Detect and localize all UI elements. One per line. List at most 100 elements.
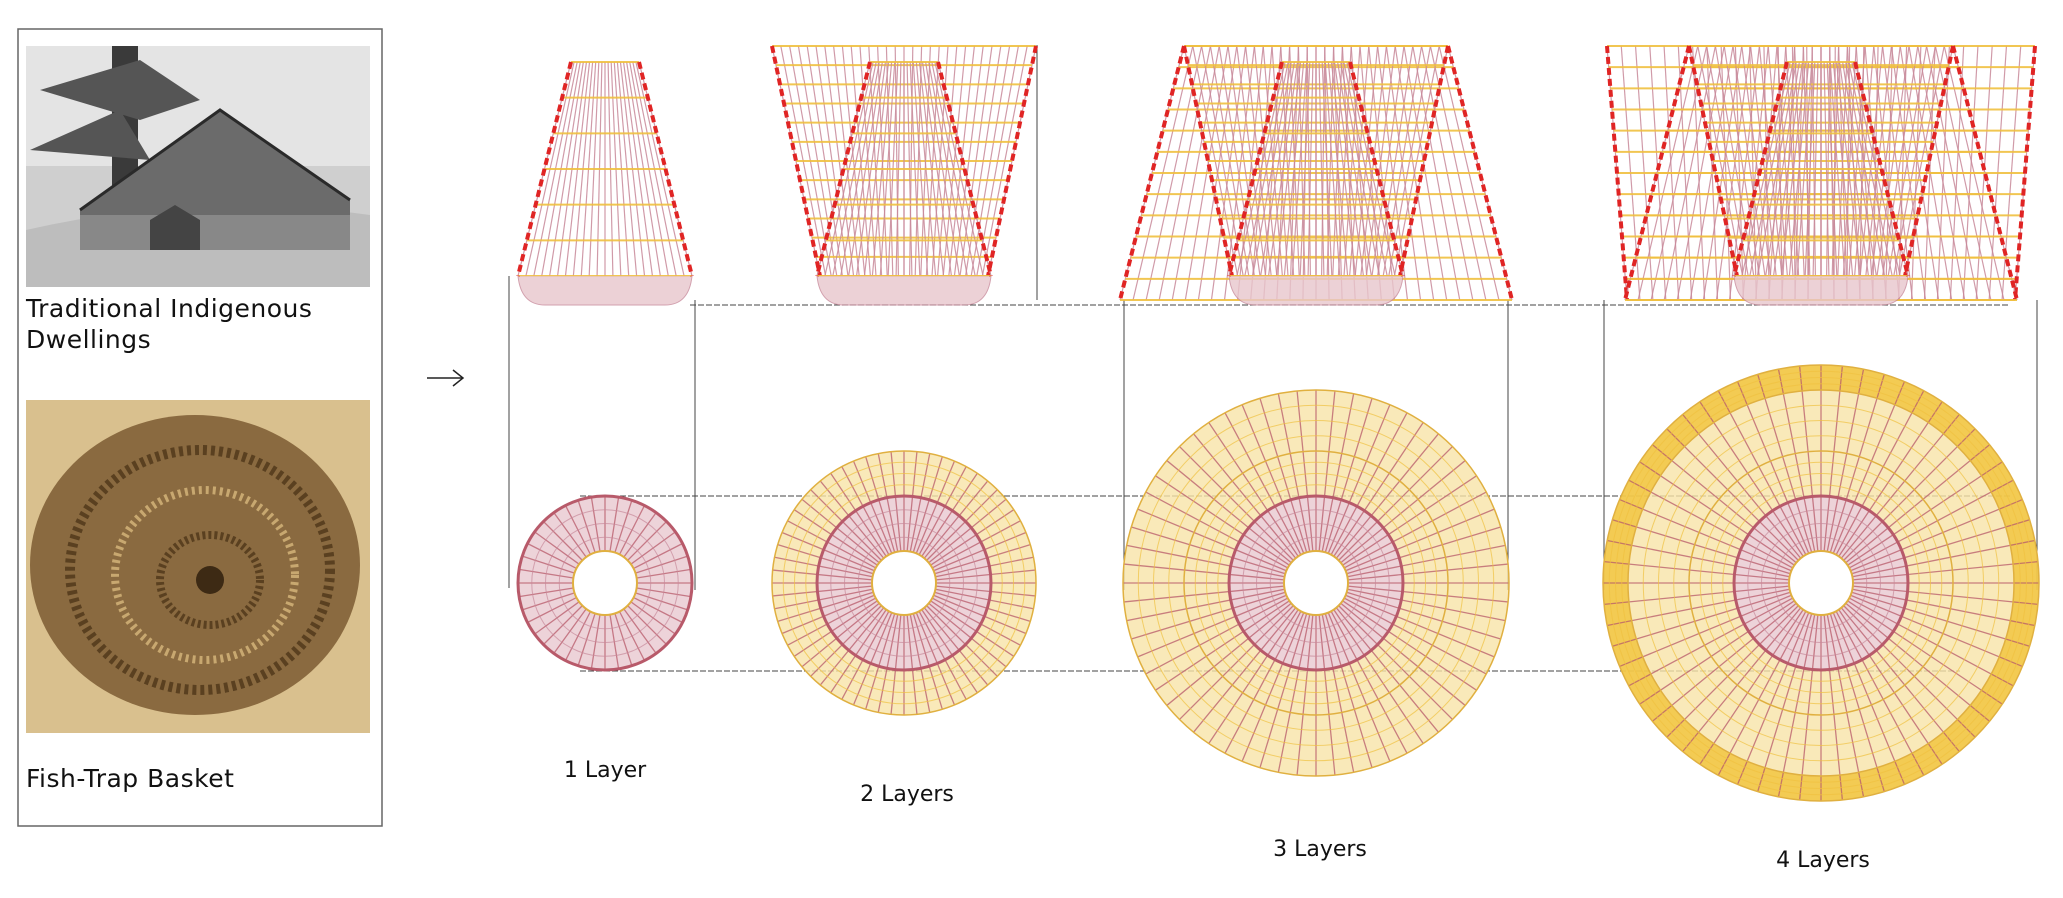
caption-line: Dwellings <box>26 325 152 354</box>
radial-rib <box>1123 585 1285 603</box>
radial-rib <box>1777 614 1816 797</box>
concentric-weft <box>1658 420 1984 746</box>
radial-rib <box>1840 414 1960 559</box>
radial-rib <box>906 451 918 552</box>
side-view-1 <box>516 61 694 306</box>
layer-label-3: 3 Layers <box>1273 837 1367 862</box>
radial-rib <box>1717 390 1807 556</box>
radial-rib <box>841 466 890 556</box>
radial-rib <box>1848 479 2014 569</box>
radial-rib <box>1338 605 1453 720</box>
radial-rib <box>1607 539 1790 578</box>
dashed-edge <box>1732 61 1789 277</box>
dashed-edge <box>2013 45 2037 301</box>
flared-base <box>1228 275 1404 306</box>
ring-edge <box>1122 389 1510 777</box>
radial-rib <box>1333 609 1424 744</box>
radial-rib <box>1607 588 1790 627</box>
radial-rib <box>1335 433 1439 559</box>
concentric-weft <box>1242 509 1390 657</box>
radial-rib <box>1832 612 1906 785</box>
concentric-weft <box>857 536 951 630</box>
radial-rib <box>1840 607 1960 752</box>
concentric-weft <box>1153 420 1479 746</box>
caption-line: Traditional Indigenous <box>26 294 313 323</box>
radial-rib <box>787 520 877 569</box>
dashed-edge <box>1605 45 1629 301</box>
radial-rib <box>918 466 967 556</box>
concentric-weft <box>545 523 665 643</box>
radial-rib <box>1126 588 1285 622</box>
radial-rib <box>1736 612 1810 785</box>
concentric-weft <box>844 523 964 643</box>
concentric-weft <box>558 536 652 630</box>
radial-rib <box>801 498 880 564</box>
center-hole <box>572 550 638 616</box>
radial-rib <box>1757 374 1813 553</box>
radial-rib <box>1179 446 1294 561</box>
radial-rib <box>909 453 931 552</box>
dashed-edge <box>1903 45 1955 277</box>
radial-rib <box>1324 398 1373 553</box>
radial-rib <box>1603 560 1790 581</box>
radial-rib <box>1851 519 2030 575</box>
radial-rib <box>777 591 874 622</box>
radial-rib <box>1346 591 1501 640</box>
radial-rib <box>781 531 875 572</box>
concentric-weft <box>1137 404 1495 762</box>
radial-rib <box>1342 600 1477 691</box>
radial-rib <box>865 613 896 710</box>
radial-rib <box>1179 605 1294 720</box>
radial-rib <box>1699 401 1804 557</box>
top-views <box>516 364 2040 802</box>
radial-rib <box>1321 393 1355 552</box>
radial-rib <box>1321 614 1355 773</box>
radial-rib <box>777 544 874 575</box>
radial-rib <box>926 489 998 561</box>
radial-rib <box>1652 444 1797 564</box>
dashed-edge <box>936 61 993 277</box>
radial-rib <box>1333 422 1424 557</box>
radial-rib <box>1318 390 1336 552</box>
concentric-weft <box>1711 473 1931 693</box>
radial-rib <box>933 594 1027 635</box>
radial-rib <box>1330 412 1408 556</box>
radial-rib <box>1838 401 1943 557</box>
radial-rib <box>1166 460 1292 564</box>
radial-rib <box>810 489 882 561</box>
concentric-weft <box>830 509 978 657</box>
radial-rib <box>1208 609 1299 744</box>
layer-label-2: 2 Layers <box>860 782 954 807</box>
center-hole <box>1283 550 1349 616</box>
concentric-weft <box>782 461 1026 705</box>
concentric-weft <box>1217 484 1415 682</box>
radial-rib <box>1666 605 1799 738</box>
radial-rib <box>1324 613 1373 768</box>
radial-rib <box>852 460 893 554</box>
radial-rib <box>930 509 1015 566</box>
layer-shell-1 <box>516 61 694 306</box>
radial-rib <box>1277 614 1311 773</box>
radial-rib <box>1343 491 1487 569</box>
concentric-weft <box>1747 509 1895 657</box>
ring-edge <box>815 494 993 672</box>
radial-rib <box>1619 498 1792 572</box>
radial-rib <box>1145 491 1289 569</box>
radial-rib <box>1699 609 1804 765</box>
radial-rib <box>1346 526 1501 575</box>
radial-rib <box>915 460 956 554</box>
ring-edge <box>1183 450 1449 716</box>
radial-rib <box>830 609 887 694</box>
concentric-weft <box>1699 461 1943 705</box>
radial-rib <box>1848 597 2014 687</box>
radial-rib <box>912 613 943 710</box>
concentric-weft <box>1642 404 2000 762</box>
radial-rib <box>1338 446 1453 561</box>
radial-rib <box>1628 597 1794 687</box>
dashed-edge <box>1687 45 1739 277</box>
radial-rib <box>819 480 885 559</box>
radial-rib <box>772 569 873 581</box>
basket-image <box>26 400 370 733</box>
flared-base <box>816 275 992 306</box>
radial-rib <box>1345 508 1495 572</box>
